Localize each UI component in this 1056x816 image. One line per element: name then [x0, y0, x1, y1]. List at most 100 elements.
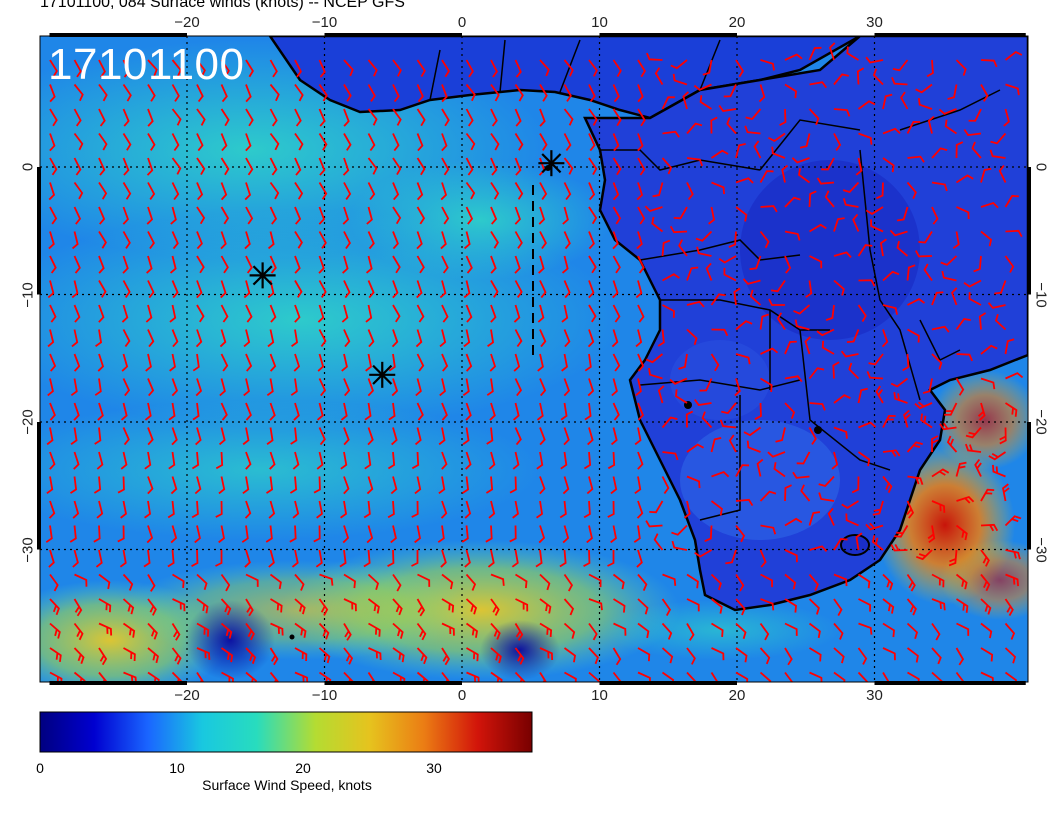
wind-barb	[97, 353, 105, 372]
wind-barb	[662, 304, 675, 318]
wind-barb	[539, 231, 547, 250]
wind-barb	[318, 206, 325, 225]
wind-barb	[318, 231, 327, 249]
wind-barb	[857, 451, 871, 467]
wind-barb	[392, 598, 403, 616]
wind-barb	[559, 549, 567, 568]
wind-barb	[465, 108, 474, 127]
wind-barb	[539, 182, 548, 200]
wind-barb	[662, 130, 680, 138]
wind-barb	[952, 697, 967, 713]
wind-barb	[870, 219, 884, 233]
wind-barb	[669, 225, 688, 234]
frame-scale-segment	[599, 681, 737, 685]
wind-barb	[980, 377, 996, 390]
wind-barb	[269, 181, 280, 200]
wind-barb	[882, 270, 900, 282]
wind-barb	[318, 83, 328, 102]
wind-barb	[588, 598, 603, 611]
wind-barb	[637, 108, 646, 127]
wind-barb	[719, 419, 737, 429]
wind-barb	[196, 182, 204, 201]
wind-barb	[48, 549, 55, 568]
wind-barb	[342, 525, 350, 544]
wind-barb	[367, 231, 375, 250]
wind-barb	[245, 353, 253, 372]
wind-barb	[366, 525, 374, 544]
wind-barb	[365, 353, 372, 372]
wind-barb	[366, 206, 373, 225]
wind-barb	[882, 127, 901, 135]
wind-barb	[196, 157, 206, 176]
wind-barb	[907, 671, 920, 682]
wind-barb	[900, 91, 909, 110]
wind-barb	[245, 255, 253, 274]
wind-barb	[735, 647, 748, 663]
wind-barb	[735, 320, 753, 331]
wind-barb	[784, 671, 794, 682]
wind-barb	[821, 340, 835, 355]
wind-barb	[487, 329, 495, 347]
wind-barb	[539, 59, 550, 77]
wind-barb	[343, 573, 356, 589]
wind-barb	[93, 476, 102, 494]
wind-barb	[944, 119, 958, 135]
wind-barb	[710, 437, 722, 453]
wind-barb	[1002, 483, 1010, 502]
wind-barb	[243, 280, 251, 299]
wind-barb	[47, 329, 55, 348]
wind-barb	[269, 671, 280, 682]
wind-barb	[514, 647, 525, 665]
wind-barb	[710, 672, 720, 682]
wind-barb	[291, 329, 299, 347]
wind-barb	[122, 598, 135, 615]
wind-barb	[218, 525, 225, 544]
wind-barb	[612, 84, 620, 103]
wind-barb	[980, 230, 993, 247]
wind-barb	[784, 622, 798, 636]
wind-barb	[759, 230, 770, 249]
wind-barb	[857, 304, 867, 323]
wind-barb	[192, 353, 200, 372]
wind-barb	[168, 402, 176, 421]
wind-barb	[926, 59, 934, 78]
wind-barb	[669, 377, 688, 385]
wind-barb	[857, 671, 869, 682]
wind-barb	[73, 402, 80, 421]
wind-barb	[906, 622, 919, 640]
wind-barb	[825, 304, 835, 321]
wind-barb	[882, 157, 895, 173]
wind-barb	[828, 42, 836, 61]
wind-barb	[514, 427, 522, 446]
wind-barb	[710, 573, 722, 591]
wind-barb	[465, 255, 473, 274]
wind-barb	[147, 598, 157, 616]
wind-barb	[290, 378, 298, 396]
wind-barb	[890, 377, 909, 388]
wind-barb	[644, 205, 663, 213]
wind-barb	[858, 132, 873, 145]
wind-barb	[465, 598, 478, 615]
wind-barb	[956, 353, 973, 362]
wind-barb	[487, 549, 495, 568]
wind-barb	[561, 353, 568, 372]
frame-scale-segment	[874, 33, 1026, 37]
wind-barb	[944, 402, 958, 416]
wind-barb	[637, 84, 644, 103]
wind-barb	[438, 476, 446, 495]
wind-barb	[759, 671, 772, 682]
wind-barb	[977, 402, 986, 421]
wind-barb	[637, 157, 646, 176]
lat-tick-label: 0	[19, 162, 37, 172]
wind-barb	[1005, 573, 1019, 587]
wind-barb	[511, 549, 519, 568]
colorbar-label: Surface Wind Speed, knots	[202, 777, 372, 793]
wind-barb	[560, 402, 568, 421]
wind-barb	[291, 549, 299, 568]
wind-barb	[289, 525, 297, 543]
wind-barb	[723, 267, 737, 282]
wind-barb	[366, 476, 374, 495]
wind-barb	[465, 206, 474, 225]
wind-barb	[415, 329, 423, 348]
wind-barb	[343, 378, 351, 397]
